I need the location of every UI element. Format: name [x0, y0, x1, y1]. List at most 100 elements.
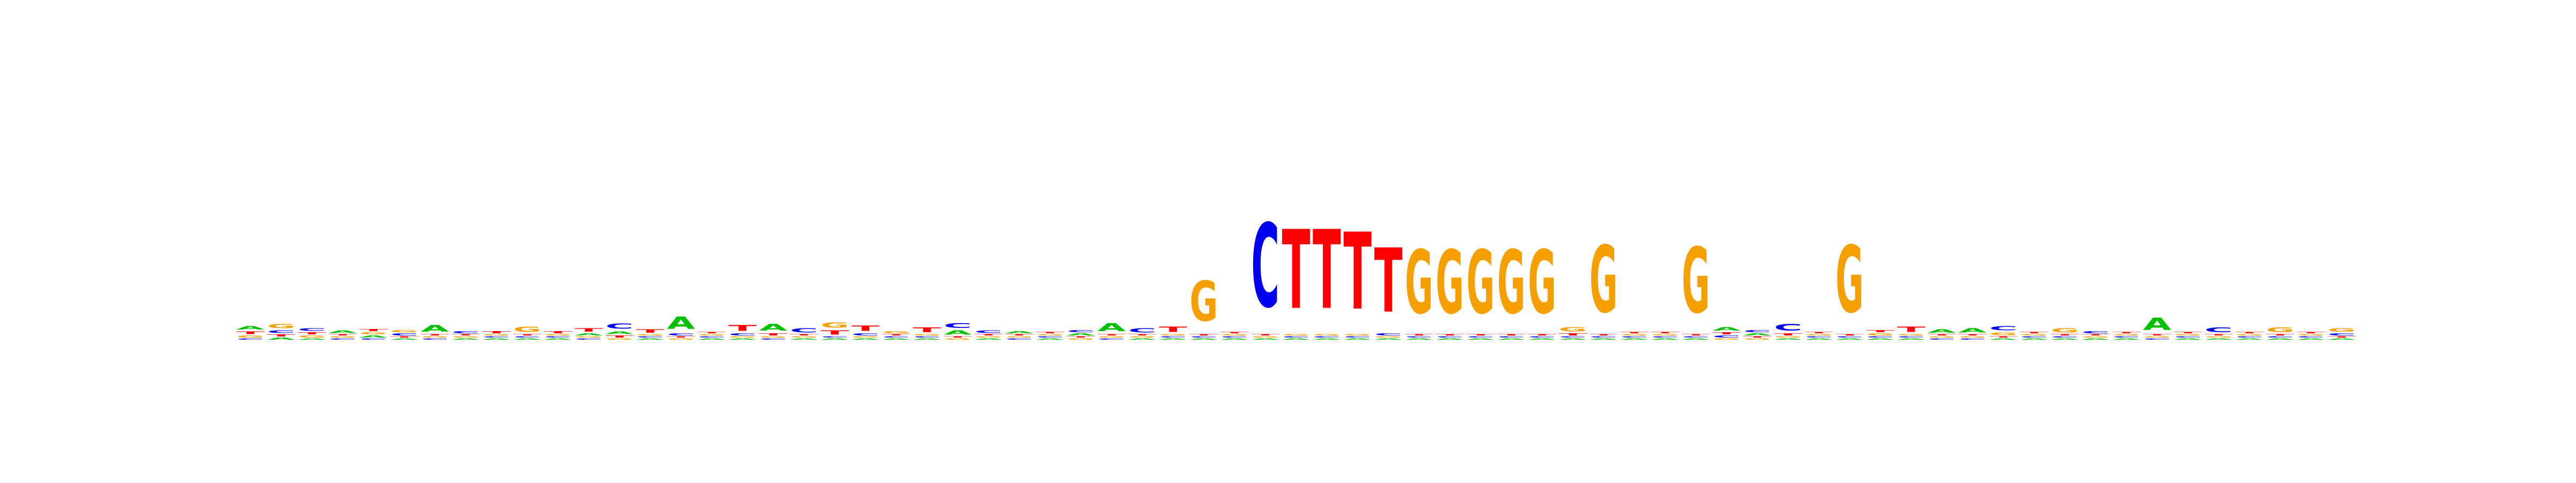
logo-letter-C-pos-1: C: [236, 338, 265, 340]
logo-letter-A-pos-20: A: [821, 338, 850, 340]
logo-letter-T-pos-65: T: [2205, 334, 2234, 336]
logo-letter-T-pos-7: T: [421, 334, 450, 336]
logo-letter-T-pos-55: T: [1897, 325, 1926, 334]
logo-letter-C-pos-32: C: [1190, 336, 1218, 338]
logo-letter-C-pos-46: C: [1620, 336, 1649, 338]
logo-letter-A-pos-36: A: [1313, 338, 1342, 340]
logo-letter-G-pos-58: G: [1989, 332, 2018, 336]
logo-letter-C-pos-34: C: [1251, 200, 1279, 333]
logo-letter-T-pos-21: T: [851, 324, 880, 333]
logo-letter-A-pos-23: A: [913, 338, 942, 340]
logo-letter-A-pos-55: A: [1897, 338, 1926, 340]
logo-letter-T-pos-13: T: [605, 335, 634, 338]
logo-letter-G-pos-21: G: [851, 336, 880, 338]
logo-letter-A-pos-45: A: [1590, 338, 1619, 340]
logo-letter-A-pos-42: A: [1497, 338, 1526, 340]
logo-letter-C-pos-18: C: [759, 338, 787, 340]
logo-letter-C-pos-13: C: [605, 322, 634, 331]
logo-letter-G-pos-19: G: [790, 336, 818, 338]
logo-letter-A-pos-40: A: [1436, 338, 1465, 340]
logo-letter-T-pos-9: T: [482, 331, 511, 334]
logo-letter-T-pos-30: T: [1128, 334, 1157, 336]
logo-letter-G-pos-1: G: [236, 335, 265, 338]
logo-letter-A-pos-51: A: [1774, 338, 1803, 340]
logo-letter-G-pos-14: G: [636, 334, 664, 336]
logo-letter-T-pos-23: T: [913, 326, 941, 334]
logo-letter-G-pos-31: G: [1159, 334, 1187, 336]
logo-letter-A-pos-31: A: [1159, 338, 1188, 340]
logo-letter-T-pos-38: T: [1374, 231, 1403, 333]
logo-letter-G-pos-44: G: [1558, 326, 1587, 333]
logo-letter-C-pos-23: C: [913, 336, 941, 338]
logo-letter-T-pos-52: T: [1805, 332, 1834, 334]
logo-letter-G-pos-68: G: [2297, 334, 2325, 336]
logo-letter-T-pos-28: T: [1067, 336, 1096, 338]
logo-letter-A-pos-58: A: [1989, 338, 2018, 340]
logo-letter-A-pos-32: A: [1190, 338, 1219, 340]
logo-letter-A-pos-26: A: [1005, 331, 1034, 334]
logo-letter-C-pos-29: C: [1097, 338, 1126, 340]
logo-letter-G-pos-65: G: [2205, 336, 2233, 338]
logo-letter-A-pos-33: A: [1220, 338, 1249, 340]
logo-letter-G-pos-12: G: [575, 336, 603, 338]
logo-letter-T-pos-61: T: [2082, 334, 2111, 336]
logo-letter-A-pos-15: A: [667, 314, 696, 333]
logo-letter-A-pos-9: A: [482, 338, 511, 340]
logo-letter-G-pos-3: G: [298, 335, 326, 338]
logo-letter-T-pos-22: T: [882, 334, 911, 336]
logo-letter-A-pos-65: A: [2205, 338, 2234, 340]
logo-letter-A-pos-22: A: [882, 338, 911, 340]
logo-letter-A-pos-66: A: [2235, 338, 2264, 340]
logo-letter-G-pos-64: G: [2174, 334, 2202, 336]
logo-letter-G-pos-41: G: [1466, 232, 1495, 334]
logo-letter-G-pos-69: G: [2328, 327, 2356, 333]
logo-letter-T-pos-58: T: [1989, 336, 2018, 338]
logo-letter-C-pos-16: C: [698, 336, 726, 338]
logo-letter-C-pos-40: C: [1436, 336, 1464, 338]
logo-letter-T-pos-56: T: [1928, 334, 1957, 336]
logo-letter-A-pos-25: A: [975, 338, 1004, 340]
logo-letter-T-pos-59: T: [2020, 332, 2049, 334]
logo-letter-C-pos-5: C: [360, 338, 388, 340]
logo-letter-T-pos-35: T: [1282, 208, 1311, 334]
logo-letter-T-pos-12: T: [575, 327, 603, 333]
logo-letter-C-pos-43: C: [1528, 336, 1556, 338]
logo-letter-C-pos-49: C: [1713, 335, 1741, 338]
logo-letter-A-pos-68: A: [2297, 338, 2326, 340]
logo-letter-G-pos-22: G: [882, 331, 911, 334]
logo-letter-T-pos-14: T: [636, 328, 664, 334]
logo-letter-C-pos-69: C: [2328, 333, 2356, 336]
letter-stacks: CGTAATCGAGTCCGTACAGTATCGCGTAAGTCACGTACTG…: [236, 200, 2356, 340]
logo-letter-A-pos-56: A: [1928, 328, 1956, 334]
logo-letter-C-pos-11: C: [544, 336, 572, 338]
logo-letter-A-pos-61: A: [2082, 338, 2111, 340]
logo-letter-T-pos-49: T: [1713, 332, 1741, 335]
logo-letter-G-pos-39: G: [1405, 232, 1433, 334]
logo-letter-G-pos-28: G: [1067, 338, 1095, 340]
logo-letter-T-pos-43: T: [1528, 334, 1557, 336]
logo-letter-C-pos-61: C: [2082, 331, 2110, 334]
logo-letter-A-pos-63: A: [2143, 315, 2171, 334]
logo-letter-T-pos-50: T: [1743, 336, 1772, 338]
logo-letter-G-pos-52: G: [1805, 334, 1833, 336]
logo-letter-C-pos-55: C: [1897, 336, 1926, 338]
logo-letter-T-pos-60: T: [2051, 334, 2080, 336]
logo-letter-G-pos-36: G: [1313, 334, 1341, 336]
logo-letter-A-pos-60: A: [2051, 338, 2080, 340]
logo-letter-C-pos-63: C: [2143, 338, 2171, 340]
logo-letter-C-pos-25: C: [975, 330, 1003, 334]
logo-letter-C-pos-67: C: [2266, 336, 2294, 338]
logo-letter-C-pos-33: C: [1220, 336, 1249, 338]
logo-letter-A-pos-29: A: [1097, 321, 1126, 334]
logo-letter-A-pos-17: A: [728, 338, 757, 340]
logo-letter-A-pos-14: A: [636, 338, 665, 340]
logo-letter-A-pos-54: A: [1866, 338, 1895, 340]
logo-letter-A-pos-2: A: [267, 337, 296, 340]
logo-letter-T-pos-39: T: [1405, 334, 1434, 336]
logo-letter-T-pos-1: T: [236, 331, 265, 335]
logo-letter-G-pos-33: G: [1220, 334, 1249, 336]
logo-letter-G-pos-2: G: [267, 323, 296, 330]
logo-letter-C-pos-50: C: [1743, 330, 1772, 333]
logo-letter-T-pos-46: T: [1620, 332, 1649, 334]
